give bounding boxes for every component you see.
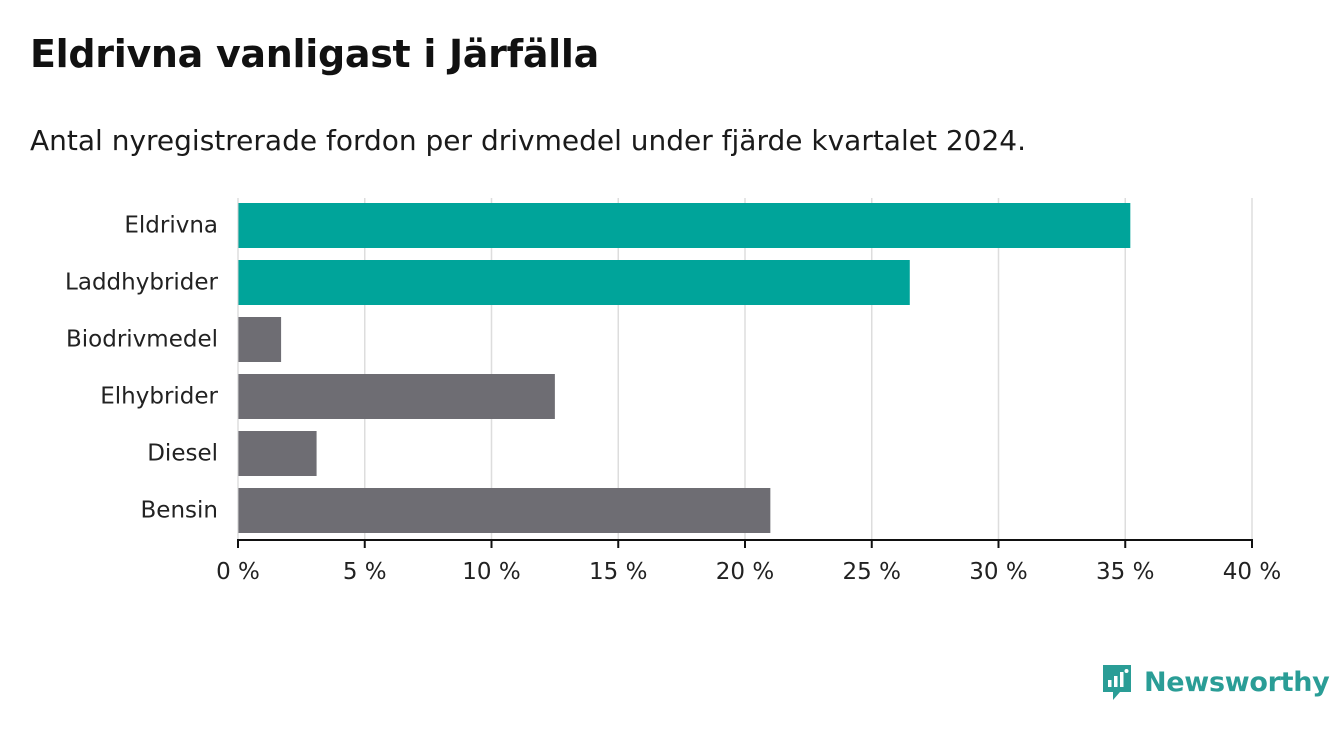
- category-label: Laddhybrider: [65, 270, 218, 296]
- chart-title: Eldrivna vanligast i Järfälla: [30, 32, 599, 76]
- category-label: Eldrivna: [124, 213, 218, 239]
- category-label: Biodrivmedel: [66, 327, 218, 353]
- x-tick-label: 5 %: [343, 559, 387, 585]
- bar-bensin: [238, 488, 771, 533]
- chart-subtitle: Antal nyregistrerade fordon per drivmede…: [30, 124, 1027, 157]
- x-tick-label: 25 %: [843, 559, 901, 585]
- bar-biodrivmedel: [238, 317, 282, 362]
- x-tick-label: 35 %: [1096, 559, 1154, 585]
- bar-laddhybrider: [238, 260, 910, 305]
- x-tick-label: 40 %: [1223, 559, 1281, 585]
- bar-eldrivna: [238, 203, 1131, 248]
- newsworthy-logo-icon: [1103, 665, 1131, 700]
- category-label: Bensin: [141, 498, 218, 524]
- bar-elhybrider: [238, 374, 555, 419]
- x-tick-label: 0 %: [216, 559, 260, 585]
- bar-diesel: [238, 431, 317, 476]
- category-label: Elhybrider: [100, 384, 218, 410]
- category-label: Diesel: [147, 441, 218, 467]
- x-tick-label: 10 %: [462, 559, 520, 585]
- newsworthy-logo: Newsworthy: [1100, 660, 1330, 704]
- x-tick-label: 20 %: [716, 559, 774, 585]
- x-tick-label: 15 %: [589, 559, 647, 585]
- newsworthy-logo-text: Newsworthy: [1144, 666, 1330, 698]
- x-tick-label: 30 %: [969, 559, 1027, 585]
